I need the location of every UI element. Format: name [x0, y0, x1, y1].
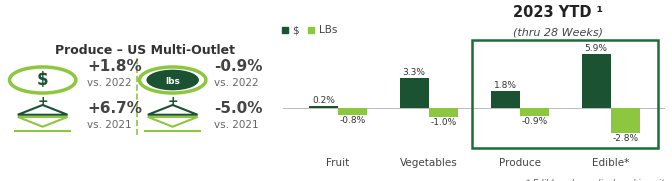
Text: -2.8%: -2.8%	[612, 134, 638, 143]
Text: -0.9%: -0.9%	[214, 60, 263, 74]
Bar	[581, 54, 611, 108]
Text: vs. 2022: vs. 2022	[214, 78, 259, 88]
Text: +: +	[38, 95, 48, 108]
Text: -5.0%: -5.0%	[214, 101, 263, 116]
Text: +: +	[167, 95, 178, 108]
Text: * Edible volume displayed in units: * Edible volume displayed in units	[526, 179, 669, 181]
Text: 5.9%: 5.9%	[585, 44, 607, 53]
Bar	[429, 108, 458, 117]
Text: +6.7%: +6.7%	[87, 101, 142, 116]
Text: +1.8%: +1.8%	[87, 60, 142, 74]
Text: vs. 2022: vs. 2022	[87, 78, 132, 88]
Legend: $, LBs: $, LBs	[281, 26, 337, 35]
Text: 3.3%: 3.3%	[403, 68, 426, 77]
Bar	[400, 78, 429, 108]
Text: Produce – US Multi-Outlet: Produce – US Multi-Outlet	[55, 44, 235, 57]
Bar	[338, 108, 367, 115]
Text: -1.0%: -1.0%	[430, 118, 456, 127]
Text: (thru 28 Weeks): (thru 28 Weeks)	[513, 28, 603, 38]
Bar	[611, 108, 640, 133]
Bar	[519, 108, 549, 116]
Text: lbs: lbs	[165, 77, 180, 86]
Text: $: $	[37, 71, 48, 89]
Text: vs. 2021: vs. 2021	[214, 119, 259, 130]
Text: 1.8%: 1.8%	[494, 81, 517, 90]
Text: 0.2%: 0.2%	[312, 96, 335, 105]
Bar	[308, 106, 338, 108]
Text: 2023 YTD ¹: 2023 YTD ¹	[513, 5, 603, 20]
Bar	[491, 91, 519, 108]
Circle shape	[146, 70, 199, 90]
Text: -0.9%: -0.9%	[521, 117, 548, 126]
Text: vs. 2021: vs. 2021	[87, 119, 132, 130]
Text: -0.8%: -0.8%	[339, 116, 366, 125]
